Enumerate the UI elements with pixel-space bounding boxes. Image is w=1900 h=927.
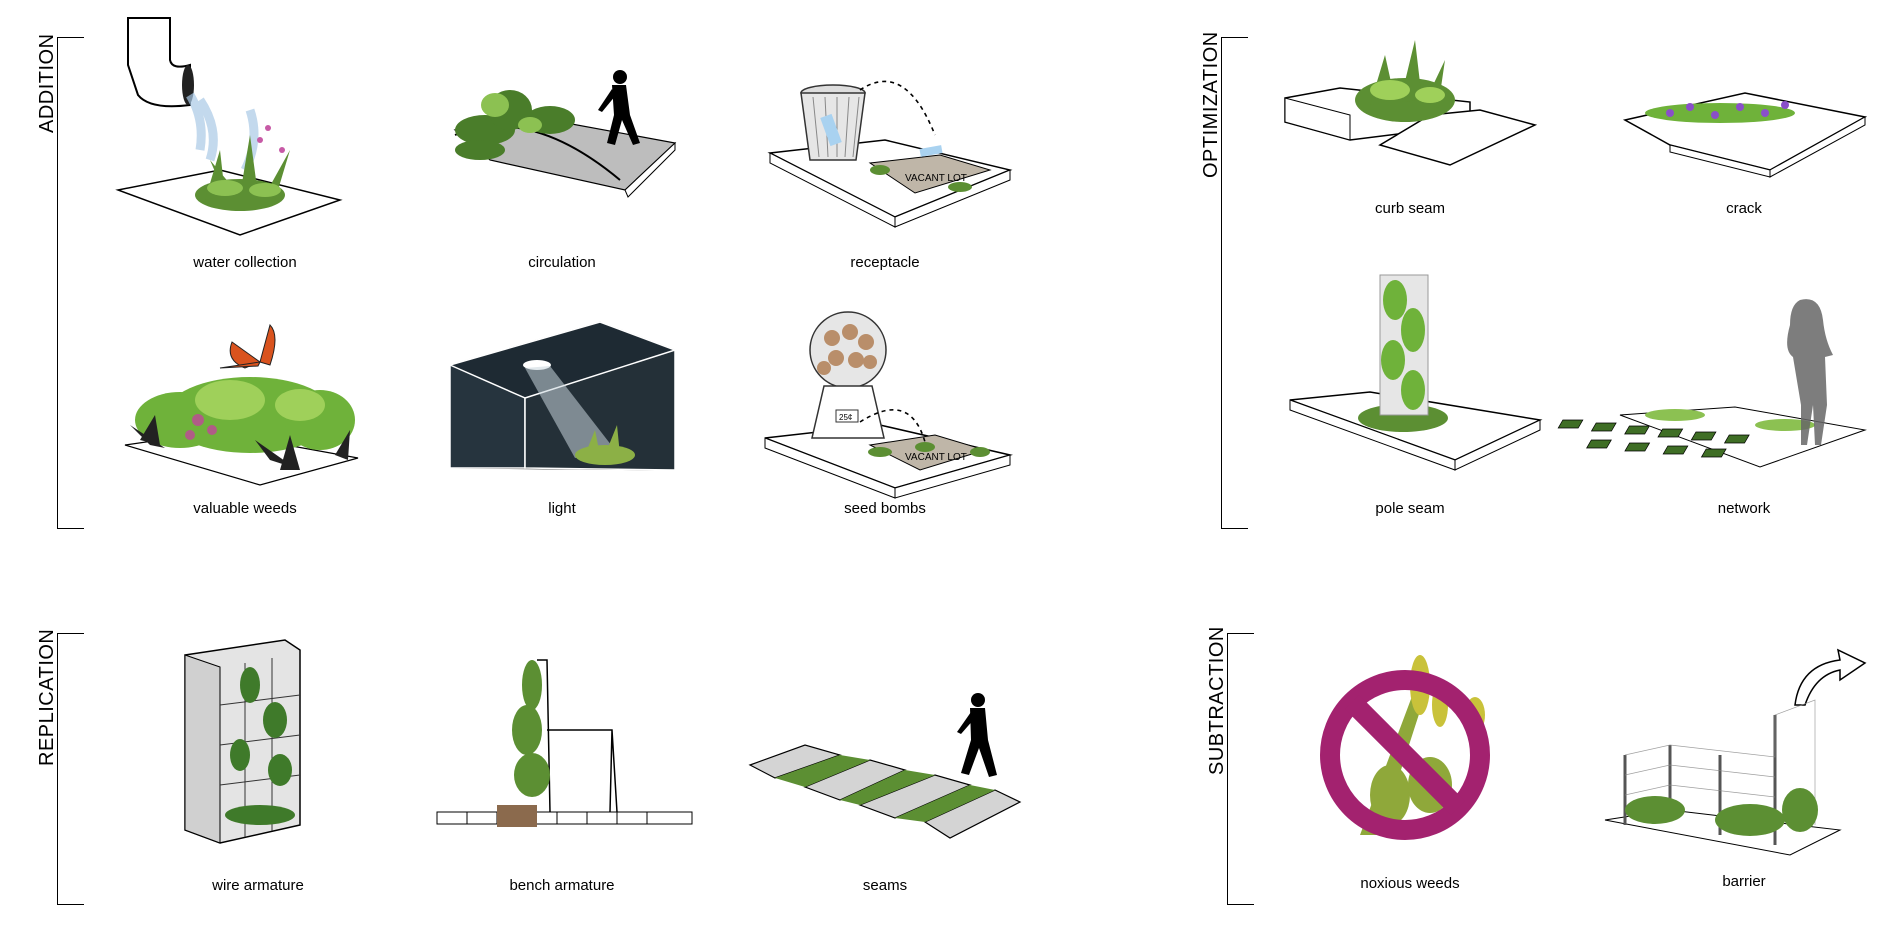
bracket-replication — [57, 633, 84, 905]
standing-woman-icon — [1787, 299, 1833, 445]
curb-seam-illustration — [1284, 40, 1538, 166]
bench-armature-illustration — [436, 659, 693, 827]
label-bench-armature: bench armature — [509, 877, 615, 894]
seed-bombs-illustration: VACANT LOT 25¢ — [764, 311, 1013, 499]
pole-seam-illustration — [1289, 274, 1543, 471]
trash-bin-icon — [800, 84, 866, 161]
label-seed-bombs: seed bombs — [844, 500, 926, 517]
group-label-addition: ADDITION — [36, 33, 58, 133]
bracket-optimization — [1221, 37, 1248, 529]
wire-armature-illustration — [184, 639, 301, 844]
group-label-optimization: OPTIMIZATION — [1200, 31, 1222, 178]
bracket-subtraction — [1227, 633, 1254, 905]
label-wire-armature: wire armature — [212, 877, 304, 894]
gumball-machine-icon: 25¢ — [809, 311, 887, 439]
light-illustration — [449, 321, 676, 471]
label-pole-seam: pole seam — [1375, 500, 1445, 517]
bench-frame-icon — [537, 659, 618, 813]
prohibition-icon — [1320, 670, 1490, 840]
label-crack: crack — [1726, 200, 1762, 217]
noxious-weeds-illustration — [1320, 655, 1490, 840]
walking-person-icon — [598, 70, 640, 145]
water-collection-illustration — [115, 17, 343, 236]
label-valuable-weeds: valuable weeds — [193, 500, 297, 517]
label-curb-seam: curb seam — [1374, 200, 1446, 217]
valuable-weeds-illustration — [124, 324, 359, 486]
seams-illustration — [748, 693, 1022, 839]
label-seams: seams — [862, 877, 908, 894]
price-tag: 25¢ — [839, 413, 852, 422]
vacant-lot-sign: VACANT LOT — [905, 173, 967, 184]
label-receptacle: receptacle — [850, 254, 920, 271]
label-circulation: circulation — [528, 254, 596, 271]
butterfly-icon — [219, 324, 276, 369]
barrier-illustration — [1604, 648, 1867, 856]
label-light: light — [548, 500, 576, 517]
circulation-illustration — [453, 70, 677, 198]
group-label-replication: REPLICATION — [36, 628, 58, 766]
group-label-subtraction: SUBTRACTION — [1206, 626, 1228, 775]
receptacle-illustration: VACANT LOT — [767, 80, 1013, 228]
crack-illustration — [1622, 92, 1868, 178]
arrow-icon — [1794, 648, 1867, 706]
bracket-addition — [57, 37, 84, 529]
network-illustration — [1557, 299, 1867, 468]
label-noxious-weeds: noxious weeds — [1360, 875, 1460, 892]
walking-person-icon — [957, 693, 997, 777]
label-network: network — [1717, 500, 1771, 517]
label-water-collection: water collection — [193, 254, 297, 271]
label-barrier: barrier — [1722, 873, 1766, 890]
vacant-lot-sign: VACANT LOT — [905, 452, 967, 463]
downspout-icon — [127, 17, 191, 108]
